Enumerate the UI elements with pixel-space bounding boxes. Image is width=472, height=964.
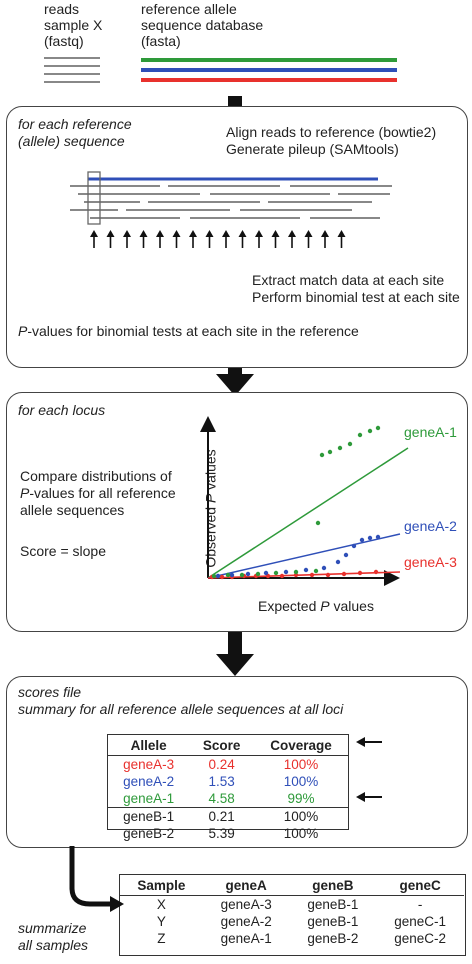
- score-cell: 4.58: [208, 791, 235, 806]
- step2-line2: Perform binomial test at each site: [252, 289, 460, 305]
- step1-line1: Align reads to reference (bowtie2): [226, 124, 437, 140]
- reference-label-line2: sequence database: [141, 17, 264, 33]
- score-cell: 0.24: [208, 757, 235, 772]
- geneB-cell: geneB-1: [307, 897, 359, 912]
- scores-table-frame: [107, 734, 349, 830]
- score-definition: Score = slope: [20, 543, 106, 559]
- summary-table-frame: [119, 874, 466, 956]
- geneB-cell: geneB-2: [307, 931, 359, 946]
- table-row: geneB-1 0.21 100%: [108, 807, 348, 826]
- table-row: geneA-3 0.24 100%: [108, 755, 348, 774]
- series-label-geneA-2: geneA-2: [404, 518, 457, 534]
- table-row: X geneA-3 geneB-1 -: [120, 896, 464, 914]
- geneB-cell: geneB-1: [307, 914, 359, 929]
- table-row: geneB-2 5.39 100%: [108, 825, 348, 842]
- geneA-cell: geneA-3: [220, 897, 272, 912]
- geneC-cell: geneC-1: [394, 914, 447, 929]
- coverage-cell: 100%: [283, 774, 319, 789]
- compare-desc-line2-text: -values for all reference: [29, 485, 176, 501]
- reads-label-line1: reads: [44, 1, 80, 17]
- scores-table: Allele Score Coverage geneA-3 0.24 100% …: [108, 736, 348, 842]
- x-axis-label: Expected P values: [258, 598, 374, 615]
- summary-label-line2: all samples: [18, 937, 89, 953]
- x-axis-label-text: Expected: [258, 598, 321, 614]
- header-coverage: Coverage: [270, 738, 332, 753]
- compare-desc-line2: P-values for all reference: [20, 485, 176, 502]
- reference-label-line1: reference allele: [141, 1, 237, 17]
- geneA-cell: geneA-1: [220, 931, 272, 946]
- step2-line1: Extract match data at each site: [252, 272, 445, 288]
- y-axis-label: Observed P values: [203, 449, 220, 567]
- allele-cell: geneA-3: [123, 757, 175, 772]
- score-cell: 0.21: [208, 809, 235, 824]
- step1-line2: Generate pileup (SAMtools): [226, 141, 399, 157]
- coverage-cell: 100%: [283, 809, 319, 824]
- reads-label-line2: sample X: [44, 17, 103, 33]
- series-label-geneA-1: geneA-1: [404, 424, 457, 440]
- table-row: Y geneA-2 geneB-1 geneC-1: [120, 913, 464, 930]
- score-cell: 5.39: [208, 826, 235, 841]
- panel3-title-line1: scores file: [18, 684, 82, 700]
- p-italic: P: [20, 485, 30, 501]
- down-arrow-icon: [216, 632, 254, 676]
- table-header-row: Sample geneA geneB geneC: [120, 876, 464, 896]
- reference-label-line3: (fasta): [141, 33, 181, 49]
- compare-desc-line1: Compare distributions of: [20, 468, 172, 484]
- geneC-cell: geneC-2: [394, 931, 447, 946]
- reads-lines-icon: [44, 57, 100, 83]
- y-axis-label-suffix: values: [202, 449, 219, 494]
- scores-file-panel: [6, 676, 468, 848]
- allele-cell: geneB-1: [123, 809, 175, 824]
- summary-label-line1: summarize: [18, 920, 87, 936]
- panel1-title-line2: (allele) sequence: [18, 133, 125, 149]
- p-italic: P: [320, 598, 330, 614]
- coverage-cell: 99%: [287, 791, 315, 806]
- header-geneC: geneC: [399, 878, 441, 893]
- table-header-row: Allele Score Coverage: [108, 736, 348, 756]
- binomial-result: P-values for binomial tests at each site…: [18, 323, 359, 340]
- p-italic: P: [18, 323, 28, 339]
- down-arrow-icon: [216, 352, 254, 396]
- coverage-cell: 100%: [283, 826, 319, 841]
- geneA-cell: geneA-2: [220, 914, 272, 929]
- reads-label-line3: (fastq): [44, 33, 84, 49]
- p-italic: P: [202, 493, 219, 504]
- geneC-cell: -: [417, 897, 423, 912]
- x-axis-label-suffix: values: [329, 598, 374, 614]
- panel1-title-line1: for each reference: [18, 116, 132, 132]
- score-cell: 1.53: [208, 774, 235, 789]
- alignment-panel: [6, 106, 468, 368]
- sample-cell: X: [156, 897, 166, 912]
- allele-cell: geneA-2: [123, 774, 175, 789]
- reference-lines-icon: [141, 58, 397, 82]
- table-row: Z geneA-1 geneB-2 geneC-2: [120, 930, 464, 947]
- header-allele: Allele: [130, 738, 167, 753]
- allele-cell: geneB-2: [123, 826, 175, 841]
- binomial-result-text: -values for binomial tests at each site …: [27, 323, 359, 339]
- coverage-cell: 100%: [283, 757, 319, 772]
- series-label-geneA-3: geneA-3: [404, 554, 457, 570]
- table-row: geneA-1 4.58 99%: [108, 790, 348, 808]
- header-geneB: geneB: [312, 878, 354, 893]
- y-axis-label-text: Observed: [202, 503, 219, 568]
- panel2-title: for each locus: [18, 402, 106, 418]
- header-geneA: geneA: [225, 878, 267, 893]
- sample-cell: Z: [157, 931, 166, 946]
- header-sample: Sample: [137, 878, 186, 893]
- table-row: geneA-2 1.53 100%: [108, 773, 348, 790]
- panel3-title-line2: summary for all reference allele sequenc…: [18, 701, 344, 717]
- compare-desc-line3: allele sequences: [20, 502, 125, 518]
- summary-table: Sample geneA geneB geneC X geneA-3 geneB…: [120, 876, 464, 947]
- sample-cell: Y: [156, 914, 166, 929]
- header-score: Score: [202, 738, 241, 753]
- allele-cell: geneA-1: [123, 791, 175, 806]
